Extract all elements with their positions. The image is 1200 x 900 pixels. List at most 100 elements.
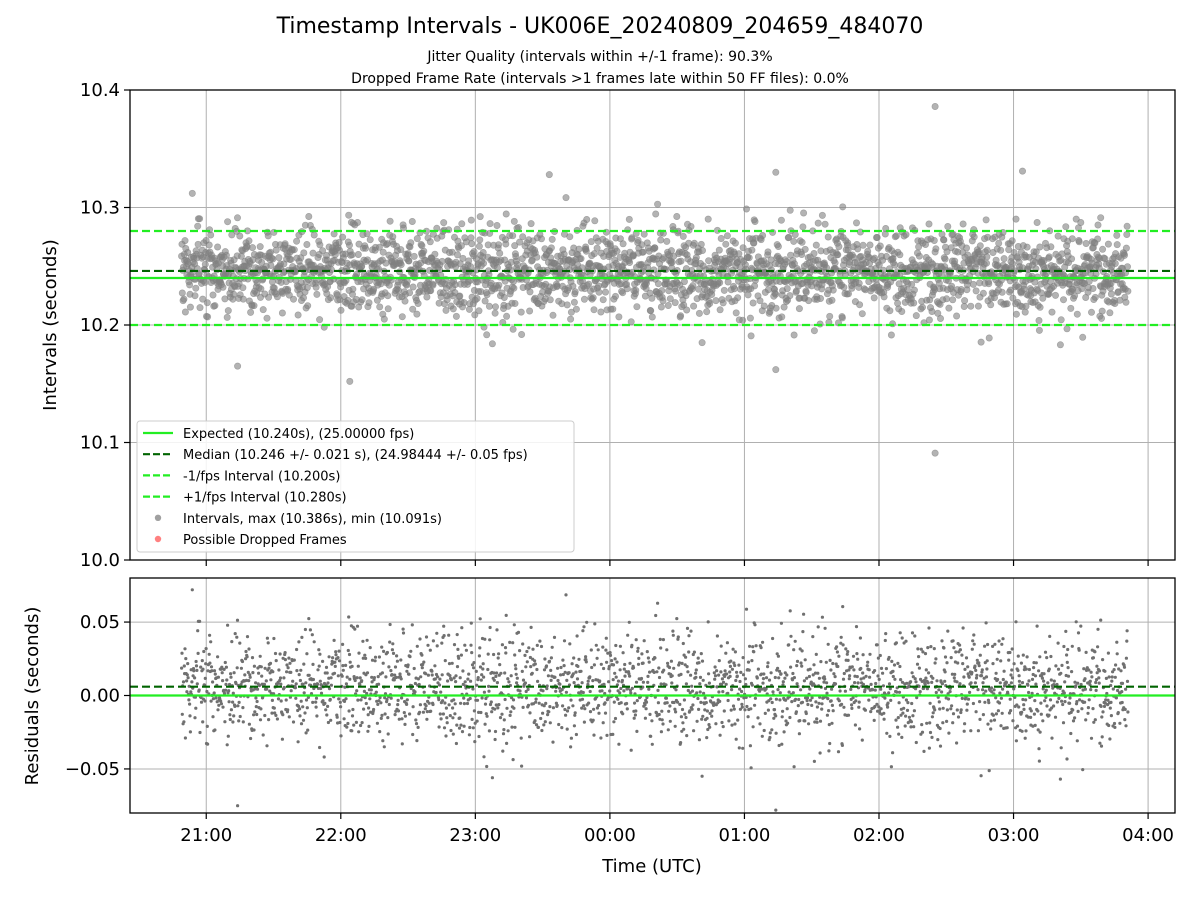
residual-point [552, 635, 557, 640]
residual-point [879, 666, 884, 671]
residual-point [767, 678, 772, 682]
residual-point [238, 714, 242, 719]
residual-point [224, 688, 228, 692]
residual-point [536, 679, 540, 684]
residual-point [668, 704, 672, 708]
interval-point [545, 171, 553, 179]
interval-point [460, 299, 468, 307]
residual-point [198, 730, 202, 735]
interval-point [293, 237, 301, 245]
residual-point [542, 723, 546, 727]
interval-point [495, 241, 503, 249]
residual-point [969, 729, 973, 733]
residual-point [331, 656, 335, 660]
residual-point [533, 719, 537, 723]
residual-point [1082, 667, 1086, 671]
residual-point [314, 705, 318, 709]
residual-point [305, 706, 309, 710]
residual-point [829, 668, 833, 672]
residual-point [680, 661, 684, 666]
residual-point [1010, 647, 1014, 651]
residual-point [261, 733, 265, 737]
residual-point [374, 690, 378, 694]
residual-point [794, 710, 799, 714]
residual-point [278, 676, 283, 680]
interval-point [716, 306, 724, 314]
residual-point [943, 670, 947, 674]
residual-point [979, 674, 984, 678]
interval-point [223, 313, 231, 321]
residual-point [721, 680, 726, 684]
residual-point [962, 675, 966, 679]
residual-point [221, 679, 225, 683]
residual-point [408, 712, 412, 716]
residual-point [289, 670, 293, 675]
interval-point [236, 232, 244, 240]
interval-point [997, 246, 1005, 254]
residual-point [464, 648, 468, 652]
residual-point [1017, 679, 1022, 683]
residual-point [762, 728, 766, 733]
interval-point [547, 244, 555, 252]
residual-point [1032, 712, 1036, 716]
interval-point [719, 299, 727, 307]
residual-point [288, 661, 292, 665]
residual-point [913, 677, 917, 681]
residual-point [896, 661, 900, 666]
residual-point [221, 705, 225, 709]
residual-point [875, 702, 879, 706]
interval-point [496, 249, 504, 257]
interval-point [772, 366, 780, 374]
residual-point [557, 722, 561, 727]
residual-point [999, 724, 1003, 728]
residual-point [943, 655, 948, 659]
residual-point [207, 652, 211, 656]
residual-point [697, 707, 701, 712]
residual-point [372, 676, 376, 680]
residual-point [611, 732, 615, 737]
residual-point [830, 721, 834, 725]
residual-point [987, 701, 991, 705]
residual-point [194, 659, 198, 664]
residual-point [1083, 700, 1087, 704]
residual-point [676, 635, 680, 639]
interval-point [476, 236, 484, 244]
residual-point [270, 698, 274, 703]
residual-point [720, 720, 724, 725]
residual-point [741, 746, 745, 750]
residual-point [1045, 656, 1049, 660]
residual-point [981, 688, 985, 692]
residual-point [338, 720, 342, 725]
residual-point [182, 720, 186, 724]
residual-point [723, 669, 727, 673]
interval-point [816, 294, 824, 302]
residual-point [977, 664, 981, 668]
residual-point [451, 732, 455, 736]
residual-point [985, 659, 989, 663]
residual-point [267, 666, 271, 670]
residual-point [740, 705, 744, 709]
residual-point [492, 678, 496, 682]
interval-point [692, 254, 700, 262]
residual-point [405, 669, 409, 673]
residual-point [831, 661, 835, 666]
residual-point [185, 679, 189, 683]
residual-point [506, 677, 510, 681]
residual-point [499, 671, 503, 675]
interval-point [976, 242, 984, 250]
residual-point [426, 673, 430, 677]
residual-point [567, 671, 571, 675]
interval-point [802, 288, 810, 296]
residual-point [791, 691, 795, 695]
residual-point [618, 668, 622, 672]
residual-point [559, 665, 563, 670]
residual-point [771, 690, 775, 694]
residual-point [496, 656, 500, 660]
residual-point [527, 646, 531, 650]
residual-point [733, 650, 738, 654]
residual-point [1036, 709, 1040, 713]
residual-point [657, 675, 662, 680]
residual-point [906, 701, 910, 705]
residual-point [817, 676, 822, 680]
residual-point [808, 687, 812, 691]
